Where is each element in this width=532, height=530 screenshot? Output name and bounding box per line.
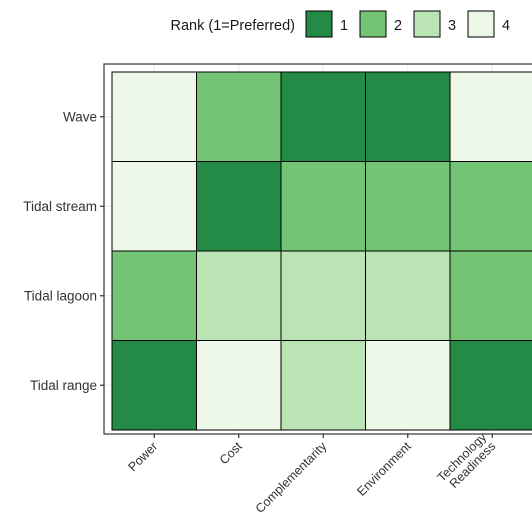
legend-label-3: 3 <box>448 18 456 34</box>
x-tick-label-complementarity: Complementarity <box>253 439 330 516</box>
heatmap-cell <box>280 71 366 162</box>
legend-key-3 <box>413 10 441 38</box>
legend-label-4: 4 <box>502 18 510 34</box>
heatmap-cell <box>449 340 532 431</box>
y-tick-label-tidal-range: Tidal range <box>30 378 97 393</box>
y-tick-label-tidal-lagoon: Tidal lagoon <box>24 288 97 303</box>
heatmap-cell <box>196 161 282 252</box>
y-tick-label-tidal-stream: Tidal stream <box>23 199 97 214</box>
x-tick-label-cost: Cost <box>217 439 245 467</box>
heatmap-cell <box>365 250 451 341</box>
heatmap-cell <box>449 250 532 341</box>
heatmap-cell <box>111 71 197 162</box>
heatmap-cell <box>365 161 451 252</box>
heatmap-cell <box>280 161 366 252</box>
heatmap-cell <box>365 340 451 431</box>
heatmap-cell <box>280 340 366 431</box>
heatmap-cell <box>111 340 197 431</box>
legend-label-1: 1 <box>340 18 348 34</box>
heatmap-cell <box>449 71 532 162</box>
heatmap-cell <box>196 71 282 162</box>
x-tick-label-environment: Environment <box>354 439 414 499</box>
heatmap-cell <box>196 340 282 431</box>
x-tick-label-technology-readiness: TechnologyReadiness <box>435 430 499 494</box>
y-axis: Wave Tidal stream Tidal lagoon Tidal range <box>23 109 104 393</box>
x-axis: Power Cost Complementarity Environment Techn… <box>125 430 498 516</box>
legend-key-4 <box>467 10 495 38</box>
heatmap-cell <box>365 71 451 162</box>
legend-key-2 <box>359 10 387 38</box>
heatmap-cells <box>111 71 532 431</box>
y-tick-label-wave: Wave <box>63 109 97 124</box>
legend-label-2: 2 <box>394 18 402 34</box>
panel-border <box>103 63 532 435</box>
legend: Rank (1=Preferred) 1 2 3 4 <box>170 10 510 38</box>
legend-key-1 <box>305 10 333 38</box>
heatmap-cell <box>449 161 532 252</box>
heatmap-cell <box>196 250 282 341</box>
legend-title: Rank (1=Preferred) <box>170 18 295 34</box>
heatmap-cell <box>111 161 197 252</box>
x-tick-label-power: Power <box>125 439 160 474</box>
heatmap-cell <box>280 250 366 341</box>
heatmap-cell <box>111 250 197 341</box>
